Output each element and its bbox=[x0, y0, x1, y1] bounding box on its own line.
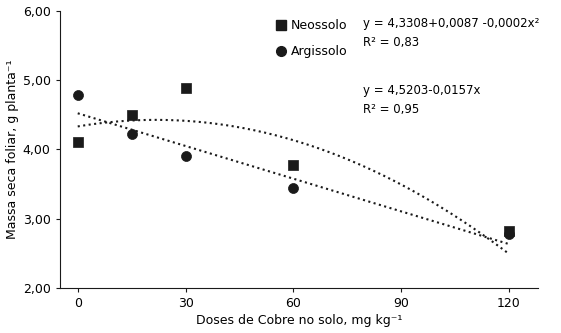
Text: y = 4,3308+0,0087 -0,0002x²
R² = 0,83: y = 4,3308+0,0087 -0,0002x² R² = 0,83 bbox=[364, 18, 540, 50]
Point bbox=[127, 112, 136, 117]
Y-axis label: Massa seca foliar, g planta⁻¹: Massa seca foliar, g planta⁻¹ bbox=[6, 60, 19, 239]
Point bbox=[181, 154, 190, 159]
Legend: Neossolo, Argissolo: Neossolo, Argissolo bbox=[273, 17, 350, 61]
Point bbox=[289, 185, 298, 190]
X-axis label: Doses de Cobre no solo, mg kg⁻¹: Doses de Cobre no solo, mg kg⁻¹ bbox=[196, 314, 402, 327]
Point bbox=[73, 93, 82, 98]
Point bbox=[181, 86, 190, 91]
Point bbox=[504, 231, 513, 237]
Point bbox=[127, 132, 136, 137]
Point bbox=[73, 140, 82, 145]
Point bbox=[289, 163, 298, 168]
Text: y = 4,5203-0,0157x
R² = 0,95: y = 4,5203-0,0157x R² = 0,95 bbox=[364, 84, 481, 116]
Point bbox=[504, 229, 513, 234]
